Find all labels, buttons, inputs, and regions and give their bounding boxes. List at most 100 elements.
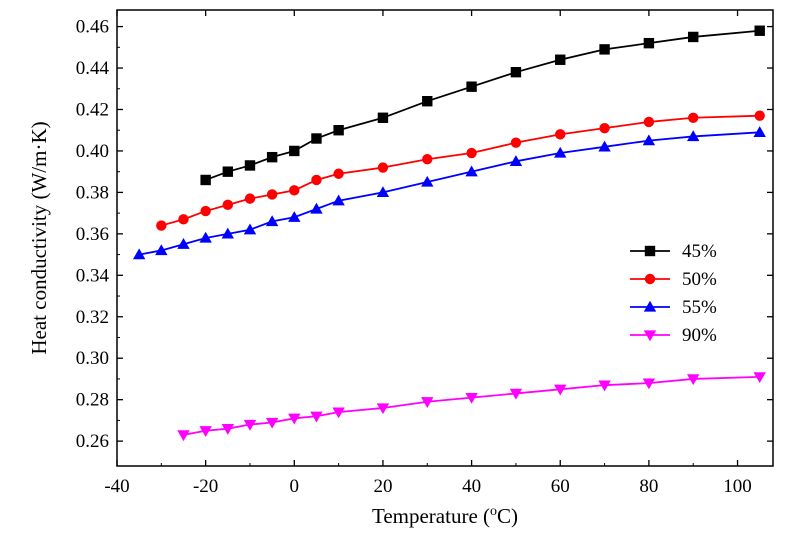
x-axis-title: Temperature (oC) (372, 504, 518, 528)
y-tick-label: 0.26 (76, 431, 109, 452)
y-tick-label: 0.44 (76, 58, 110, 79)
y-tick-label: 0.30 (76, 348, 109, 369)
legend-marker (643, 300, 657, 312)
data-point (642, 378, 656, 390)
data-point (688, 112, 699, 123)
data-point (642, 134, 656, 146)
series-line (205, 29, 760, 181)
axes-layer: -40 -20 0 20 40 60 80 100 0.26 0.28 0.30 0.32 0.34 0.… (76, 9, 774, 497)
x-tick-label: 60 (551, 476, 570, 497)
data-point (132, 248, 146, 260)
data-point (178, 214, 189, 225)
data-point (311, 133, 322, 144)
legend-marker (644, 245, 656, 257)
y-tick-label: 0.42 (76, 99, 109, 120)
data-point (200, 205, 211, 217)
data-point (687, 374, 700, 386)
data-point (753, 372, 766, 384)
y-tick-label: 0.46 (76, 17, 109, 38)
data-point (199, 426, 212, 437)
data-point (554, 384, 567, 396)
data-point (288, 413, 301, 425)
legend-label: 55% (682, 297, 717, 318)
data-point (643, 37, 655, 49)
legend-marker (643, 330, 657, 342)
data-point (221, 424, 235, 435)
data-point (377, 112, 389, 123)
data-point (376, 186, 390, 198)
series-line (183, 375, 760, 436)
data-point (199, 231, 212, 243)
data-point (377, 162, 389, 173)
data-point (465, 392, 478, 404)
y-tick-label: 0.38 (76, 182, 109, 203)
data-point (643, 116, 655, 128)
x-tick-label: -40 (104, 476, 129, 497)
data-point (599, 44, 610, 55)
data-point (554, 146, 567, 158)
data-point (155, 244, 168, 256)
x-tick-label: 100 (723, 476, 752, 497)
legend-marker (644, 273, 656, 285)
legend-item: 90% (630, 325, 717, 346)
plot-frame (116, 9, 774, 467)
data-point (266, 189, 278, 200)
data-point (465, 165, 478, 177)
series-layer (132, 25, 766, 442)
y-tick-label: 0.36 (76, 224, 109, 245)
data-point (509, 155, 523, 166)
data-point (687, 130, 700, 142)
data-point (421, 175, 434, 187)
data-point (289, 145, 300, 157)
data-point (310, 411, 323, 423)
data-point (311, 174, 322, 186)
data-point (177, 238, 190, 249)
data-point (510, 66, 522, 78)
data-point (332, 194, 345, 206)
data-point (466, 81, 477, 92)
data-point (555, 54, 566, 65)
data-point (200, 174, 211, 186)
data-point (265, 417, 279, 429)
y-tick-label: 0.28 (76, 390, 109, 411)
y-axis-title: Heat conductivity (W/m·K) (27, 121, 51, 354)
data-point (466, 147, 477, 159)
data-point (754, 110, 765, 121)
data-point (599, 122, 610, 134)
legend-label: 50% (682, 269, 717, 290)
x-tick-label: 40 (462, 476, 481, 497)
data-point (221, 227, 235, 239)
x-tick-label: 20 (373, 476, 392, 497)
series-0 (200, 25, 765, 186)
series-2 (132, 126, 766, 260)
data-point (598, 140, 611, 152)
y-tick-label: 0.34 (76, 265, 110, 286)
data-point (244, 193, 256, 204)
data-point (332, 407, 345, 419)
legend-label: 45% (682, 241, 717, 262)
legend: 45% 50% 55% 90% (630, 241, 717, 346)
data-point (333, 125, 344, 136)
data-point (288, 211, 301, 222)
data-point (598, 380, 611, 392)
data-point (421, 397, 434, 408)
legend-item: 45% (630, 241, 717, 262)
y-tick-label: 0.40 (76, 141, 109, 162)
y-tick-label: 0.32 (76, 307, 109, 328)
x-tick-label: 0 (290, 476, 300, 497)
data-point (289, 185, 300, 196)
data-point (222, 199, 234, 211)
data-point (222, 166, 234, 177)
x-tick-label: 80 (639, 476, 658, 497)
data-point (555, 129, 566, 140)
data-point (422, 96, 433, 107)
data-point (177, 430, 190, 442)
data-point (510, 137, 522, 148)
data-point (422, 154, 433, 165)
data-point (266, 151, 278, 163)
data-point (753, 126, 766, 137)
data-point (310, 202, 323, 214)
series-1 (156, 110, 765, 231)
